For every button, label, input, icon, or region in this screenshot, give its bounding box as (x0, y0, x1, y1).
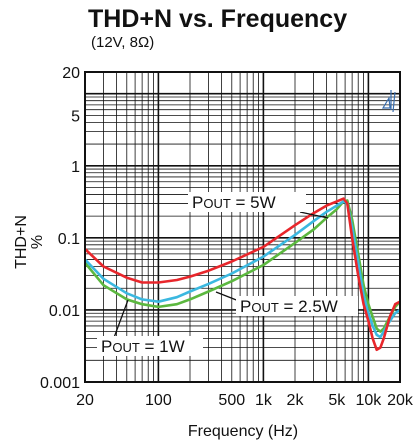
y-tick-label: 0.1 (58, 231, 80, 248)
annotation-label: POUT = 1W (101, 337, 185, 356)
annotation-background (236, 296, 358, 316)
x-tick-label: 500 (218, 392, 245, 409)
y-tick-label: 20 (62, 65, 80, 82)
y-axis-unit: % (29, 235, 46, 249)
annotation-label: POUT = 2.5W (240, 297, 338, 316)
y-tick-label: 0.01 (49, 303, 80, 320)
x-tick-label: 20k (387, 392, 414, 409)
x-tick-label: 5k (328, 392, 346, 409)
annotation-label: POUT = 5W (192, 193, 276, 212)
series-line (84, 197, 401, 352)
y-tick-label: 0.001 (40, 375, 80, 392)
y-axis-label: THD+N (13, 215, 30, 269)
annotation-leader (299, 211, 329, 219)
x-axis-label: Frequency (Hz) (188, 423, 298, 440)
annotations: POUT = 5W POUT = 2.5W POUT = 1W (97, 192, 358, 356)
y-tick-label: 5 (71, 108, 80, 125)
chart-subtitle: (12V, 8Ω) (91, 34, 154, 51)
series-lines (83, 197, 401, 352)
vendor-logo-icon (381, 90, 396, 113)
series-line (84, 200, 401, 339)
chart-title: THD+N vs. Frequency (88, 5, 347, 33)
annotation-background (97, 336, 203, 356)
y-tick-label: 1 (71, 159, 80, 176)
x-tick-label: 20 (76, 392, 94, 409)
y-axis-label-group: THD+N % (13, 215, 46, 269)
tick-labels: 20 100 500 1k 2k 5k 10k 20k 0.001 0.01 0.1 1 5 20 (40, 65, 414, 409)
series-line (83, 199, 401, 333)
x-tick-label: 2k (287, 392, 305, 409)
grid (85, 72, 400, 382)
x-tick-label: 10k (355, 392, 382, 409)
plot-frame (84, 71, 401, 383)
annotation-leader (111, 299, 129, 344)
annotation-background (188, 192, 306, 212)
x-tick-label: 1k (255, 392, 273, 409)
x-tick-label: 100 (145, 392, 172, 409)
